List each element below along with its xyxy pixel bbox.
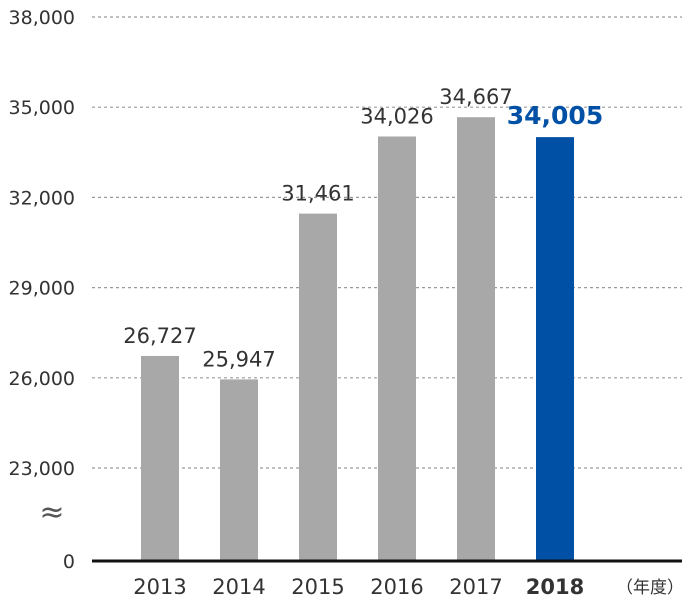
bar-value-label-2013: 26,727	[123, 324, 196, 348]
y-tick-label: 29,000	[9, 278, 75, 300]
bar-2013	[141, 355, 179, 561]
bar-value-label-2015: 31,461	[281, 182, 354, 206]
bar-value-label-2018: 34,005	[507, 101, 603, 130]
y-tick-label: 35,000	[9, 97, 75, 119]
y-tick-label: 32,000	[9, 187, 75, 209]
x-tick-label-2018: 2018	[526, 575, 584, 599]
y-tick-label: 38,000	[9, 7, 75, 29]
x-tick-label-2015: 2015	[291, 575, 344, 599]
x-tick-label-2016: 2016	[370, 575, 423, 599]
x-axis-tick-labels: 2013 2014 2015 2016 2017 2018	[133, 575, 584, 599]
bar-2016	[378, 136, 416, 562]
bar-2015	[299, 213, 337, 561]
bar-value-label-2016: 34,026	[360, 104, 433, 128]
x-tick-label-2017: 2017	[449, 575, 502, 599]
bar-2018	[536, 137, 574, 561]
bar-value-label-2014: 25,947	[202, 347, 275, 371]
axis-break-symbol: ≈	[39, 495, 64, 530]
x-tick-label-2013: 2013	[133, 575, 186, 599]
x-axis-unit-label: （年度）	[616, 578, 684, 598]
y-axis-tick-labels: 38,000 35,000 32,000 29,000 26,000 23,000	[9, 7, 75, 480]
bar-2014	[220, 379, 258, 561]
y-tick-label: 26,000	[9, 368, 75, 390]
y-axis-zero-label: 0	[63, 551, 75, 573]
bars	[141, 117, 574, 562]
bar-2017	[457, 117, 495, 562]
bar-value-label-2017: 34,667	[439, 85, 512, 109]
y-tick-label: 23,000	[9, 458, 75, 480]
x-tick-label-2014: 2014	[212, 575, 265, 599]
